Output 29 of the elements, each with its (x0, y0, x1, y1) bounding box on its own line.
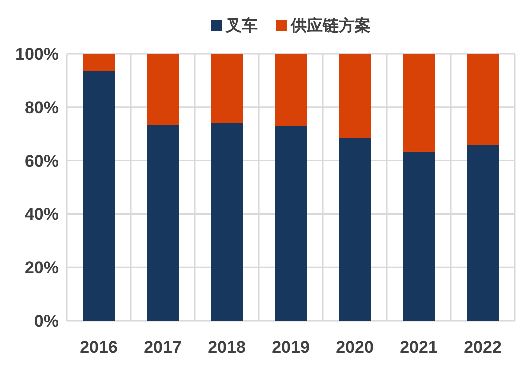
bar (339, 138, 371, 321)
bar (339, 54, 371, 138)
bar (147, 54, 179, 126)
x-tick-label: 2020 (336, 338, 374, 357)
bar (275, 54, 307, 126)
bar (467, 54, 499, 146)
bar (403, 54, 435, 152)
x-tick-label: 2016 (80, 338, 118, 357)
bar (83, 54, 115, 72)
bar (403, 152, 435, 321)
legend-label: 叉车 (225, 17, 258, 35)
y-tick-label: 0% (34, 312, 59, 331)
y-tick-label: 20% (24, 258, 59, 278)
bar (275, 126, 307, 321)
bar (211, 54, 243, 124)
bar (147, 125, 179, 321)
x-tick-label: 2021 (400, 338, 438, 357)
y-tick-label: 80% (24, 98, 59, 118)
x-tick-label: 2017 (144, 338, 182, 357)
bar (467, 145, 499, 321)
y-tick-label: 40% (24, 205, 59, 224)
y-tick-label: 100% (16, 45, 59, 64)
x-tick-label: 2018 (208, 338, 246, 357)
bar (211, 123, 243, 321)
legend-label: 供应链方案 (290, 16, 371, 35)
x-tick-label: 2019 (272, 338, 310, 357)
x-tick-label: 2022 (464, 338, 502, 357)
y-tick-label: 60% (24, 152, 59, 171)
bar (83, 71, 115, 321)
